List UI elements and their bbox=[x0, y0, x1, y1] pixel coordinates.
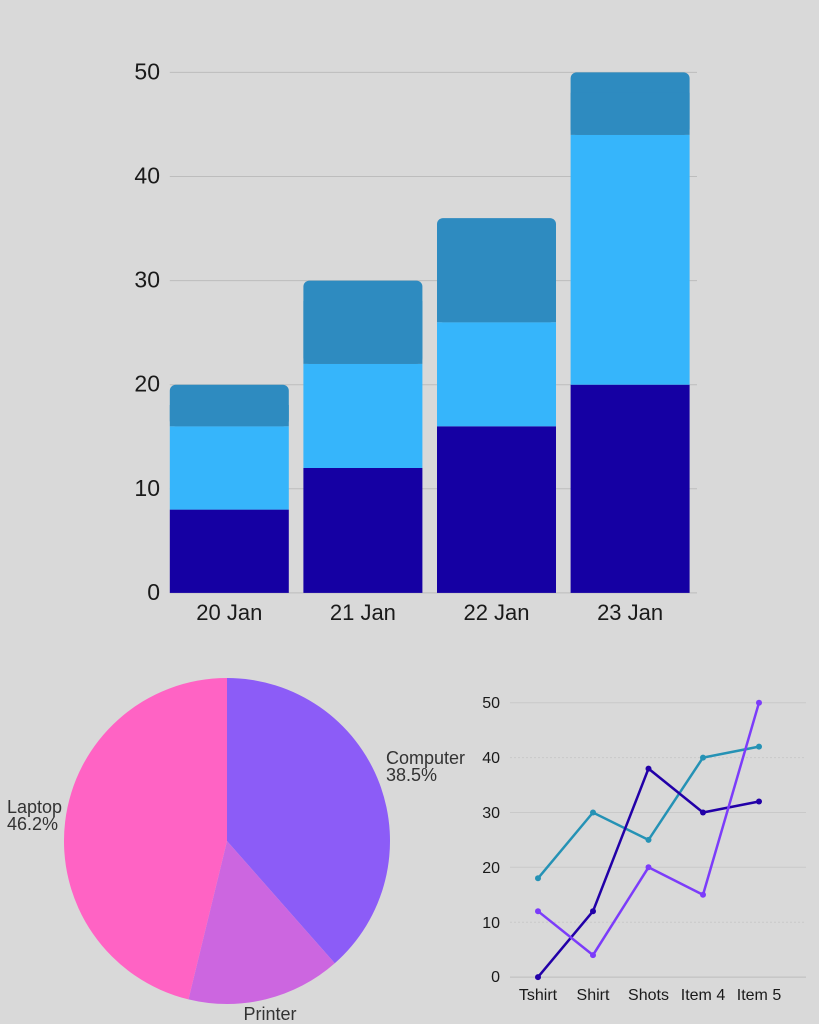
svg-text:Item 5: Item 5 bbox=[737, 987, 782, 1004]
svg-text:0: 0 bbox=[147, 579, 160, 605]
svg-text:20: 20 bbox=[134, 371, 160, 397]
svg-text:30: 30 bbox=[134, 267, 160, 293]
svg-text:50: 50 bbox=[482, 695, 500, 712]
svg-text:Shots: Shots bbox=[628, 987, 669, 1004]
svg-text:Printer: Printer bbox=[243, 1004, 296, 1024]
svg-text:20: 20 bbox=[482, 860, 500, 877]
svg-text:38.5%: 38.5% bbox=[386, 765, 437, 785]
svg-text:10: 10 bbox=[482, 915, 500, 932]
svg-text:21 Jan: 21 Jan bbox=[330, 600, 396, 625]
svg-text:40: 40 bbox=[482, 750, 500, 767]
svg-text:Shirt: Shirt bbox=[577, 987, 610, 1004]
svg-text:22 Jan: 22 Jan bbox=[463, 600, 529, 625]
svg-text:46.2%: 46.2% bbox=[7, 814, 58, 834]
svg-text:10: 10 bbox=[134, 475, 160, 501]
svg-text:40: 40 bbox=[134, 163, 160, 189]
svg-text:Tshirt: Tshirt bbox=[519, 987, 558, 1004]
svg-text:20 Jan: 20 Jan bbox=[196, 600, 262, 625]
svg-text:50: 50 bbox=[134, 58, 160, 84]
svg-text:0: 0 bbox=[491, 969, 500, 986]
svg-text:23 Jan: 23 Jan bbox=[597, 600, 663, 625]
svg-text:Item 4: Item 4 bbox=[681, 987, 726, 1004]
svg-text:30: 30 bbox=[482, 805, 500, 822]
